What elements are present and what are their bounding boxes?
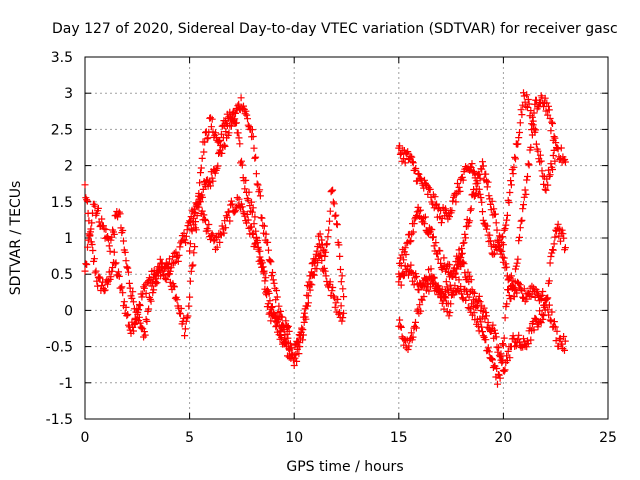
y-tick-label: 1 <box>64 231 73 247</box>
x-tick-label: 15 <box>390 430 408 446</box>
series-markers <box>290 251 348 359</box>
data-series-3 <box>186 194 293 339</box>
series-markers <box>290 186 348 369</box>
x-tick-label: 25 <box>599 430 617 446</box>
x-tick-label: 5 <box>185 430 194 446</box>
y-tick-label: 3.5 <box>51 50 73 66</box>
y-axis-ticks: -1.5 -1 -0.5 0 0.5 1 1.5 2 2.5 3 3.5 <box>46 50 608 428</box>
x-tick-label: 0 <box>81 430 90 446</box>
series-markers <box>81 108 297 364</box>
y-tick-label: 3 <box>64 86 73 102</box>
data-series-9 <box>395 89 559 258</box>
data-series-4 <box>290 186 348 369</box>
series-markers <box>395 89 559 258</box>
y-tick-label: -1 <box>59 376 73 392</box>
data-series-8 <box>395 273 569 388</box>
x-axis-ticks: 0 5 10 15 20 25 <box>81 57 617 446</box>
data-series-2 <box>81 108 297 364</box>
data-series-5 <box>290 251 348 359</box>
series-markers <box>395 273 569 388</box>
y-tick-label: 2.5 <box>51 122 73 138</box>
chart-title: Day 127 of 2020, Sidereal Day-to-day VTE… <box>52 21 618 37</box>
y-tick-label: -1.5 <box>46 412 73 428</box>
data-points <box>81 89 569 388</box>
y-tick-label: -0.5 <box>46 340 73 356</box>
x-tick-label: 10 <box>285 430 303 446</box>
y-tick-label: 2 <box>64 159 73 175</box>
x-axis-label: GPS time / hours <box>286 459 403 475</box>
y-tick-label: 1.5 <box>51 195 73 211</box>
y-tick-label: 0.5 <box>51 267 73 283</box>
x-tick-label: 20 <box>494 430 512 446</box>
series-markers <box>186 194 293 339</box>
y-tick-label: 0 <box>64 303 73 319</box>
y-axis-label: SDTVAR / TECUs <box>8 181 24 296</box>
